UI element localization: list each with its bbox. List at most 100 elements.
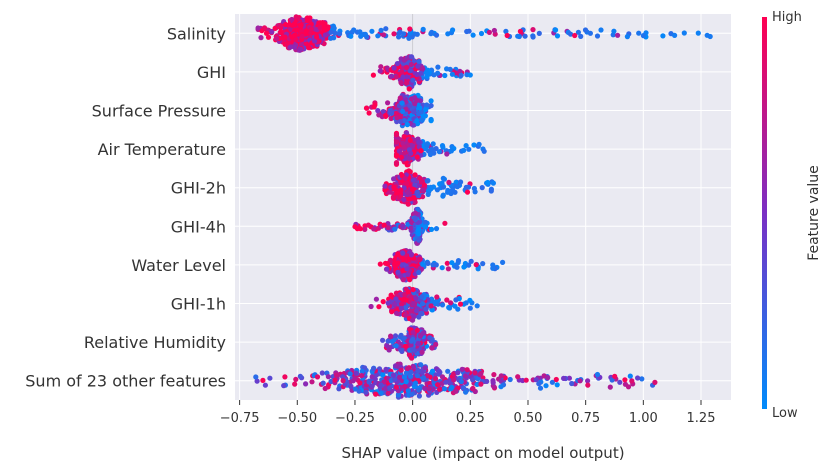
shap-dot [449, 384, 455, 390]
shap-dot [439, 265, 445, 271]
shap-dot [396, 34, 402, 40]
shap-dot [408, 61, 414, 68]
x-tick-label: −0.75 [220, 411, 260, 426]
shap-dot [388, 115, 394, 122]
shap-dot [357, 226, 364, 232]
shap-dot [417, 98, 424, 104]
shap-dot [435, 64, 441, 70]
shap-dot [288, 44, 294, 50]
shap-dot [498, 384, 504, 390]
shap-dot [328, 29, 334, 35]
shap-dot [488, 188, 494, 194]
shap-dot [440, 192, 446, 198]
shap-dot [445, 189, 451, 195]
shap-dot [261, 25, 268, 31]
shap-dot [428, 226, 435, 232]
shap-dot [422, 365, 428, 371]
shap-dot [390, 372, 396, 378]
shap-dot [474, 303, 480, 309]
shap-dot [388, 333, 394, 339]
shap-dot [292, 21, 298, 28]
shap-dot [639, 376, 645, 382]
shap-dot [403, 99, 409, 105]
shap-dot [500, 259, 506, 265]
shap-dot [407, 294, 413, 300]
shap-dot [357, 380, 363, 386]
shap-dot [391, 65, 397, 71]
shap-dot [635, 375, 641, 381]
shap-dot [442, 220, 448, 226]
feature-label: GHI-1h [171, 295, 226, 314]
shap-dot [391, 31, 397, 37]
shap-dot [371, 226, 377, 232]
shap-dot [419, 349, 425, 355]
shap-dot [278, 23, 284, 29]
shap-dot [403, 80, 409, 86]
shap-dot [470, 377, 476, 383]
shap-dot [258, 35, 264, 41]
shap-dot [392, 226, 398, 232]
shap-dot [471, 185, 477, 192]
shap-dot [309, 379, 315, 385]
shap-dot [382, 385, 388, 391]
shap-dot [419, 294, 425, 300]
shap-dot [405, 189, 411, 196]
shap-dot [414, 327, 420, 333]
shap-dot [328, 378, 334, 385]
shap-dot [297, 22, 303, 28]
shap-dot [294, 27, 300, 33]
shap-dot [393, 74, 399, 80]
colorbar-low-label: Low [772, 406, 798, 421]
shap-dot [382, 187, 388, 193]
shap-dot [387, 385, 393, 391]
shap-dot [414, 118, 420, 124]
shap-dot [458, 179, 464, 185]
shap-dot [391, 176, 397, 182]
shap-dot [274, 36, 280, 42]
shap-dot [407, 68, 413, 74]
shap-dot [306, 45, 312, 51]
shap-dot [388, 73, 395, 79]
shap-dot [464, 189, 471, 195]
shap-dot [409, 187, 416, 193]
shap-dot [408, 252, 414, 258]
shap-dot [455, 306, 461, 312]
shap-dot [308, 26, 314, 32]
shap-dot [331, 25, 337, 31]
shap-dot [428, 186, 434, 192]
shap-dot [486, 29, 492, 35]
shap-dot [347, 371, 353, 377]
shap-dot [553, 27, 559, 33]
shap-dot [392, 333, 399, 339]
shap-dot [609, 377, 615, 383]
feature-label: Surface Pressure [92, 102, 226, 121]
shap-dot [321, 24, 327, 30]
shap-dot [299, 33, 305, 40]
shap-dot [561, 375, 567, 381]
shap-dot [464, 367, 470, 373]
shap-dot [394, 115, 400, 121]
shap-dot [291, 44, 298, 50]
shap-dot [490, 380, 496, 386]
shap-dot [393, 139, 400, 145]
shap-dot [422, 107, 429, 113]
shap-dot [370, 72, 376, 78]
shap-dot [402, 383, 408, 389]
shap-dot [491, 27, 497, 34]
shap-dot [416, 58, 422, 65]
shap-dot [429, 307, 435, 313]
feature-label: Air Temperature [98, 140, 226, 159]
shap-dot [312, 38, 318, 44]
shap-dot [543, 383, 549, 389]
shap-dot [473, 262, 479, 268]
x-tick-label: 0.75 [571, 411, 600, 426]
shap-dot [366, 379, 372, 385]
shap-dot [398, 305, 404, 311]
shap-dot [262, 382, 268, 388]
shap-dot [572, 32, 578, 39]
shap-dot [523, 377, 529, 383]
shap-dot [413, 295, 419, 301]
shap-dot [381, 222, 387, 228]
shap-dot [695, 30, 701, 36]
shap-dot [530, 27, 536, 33]
